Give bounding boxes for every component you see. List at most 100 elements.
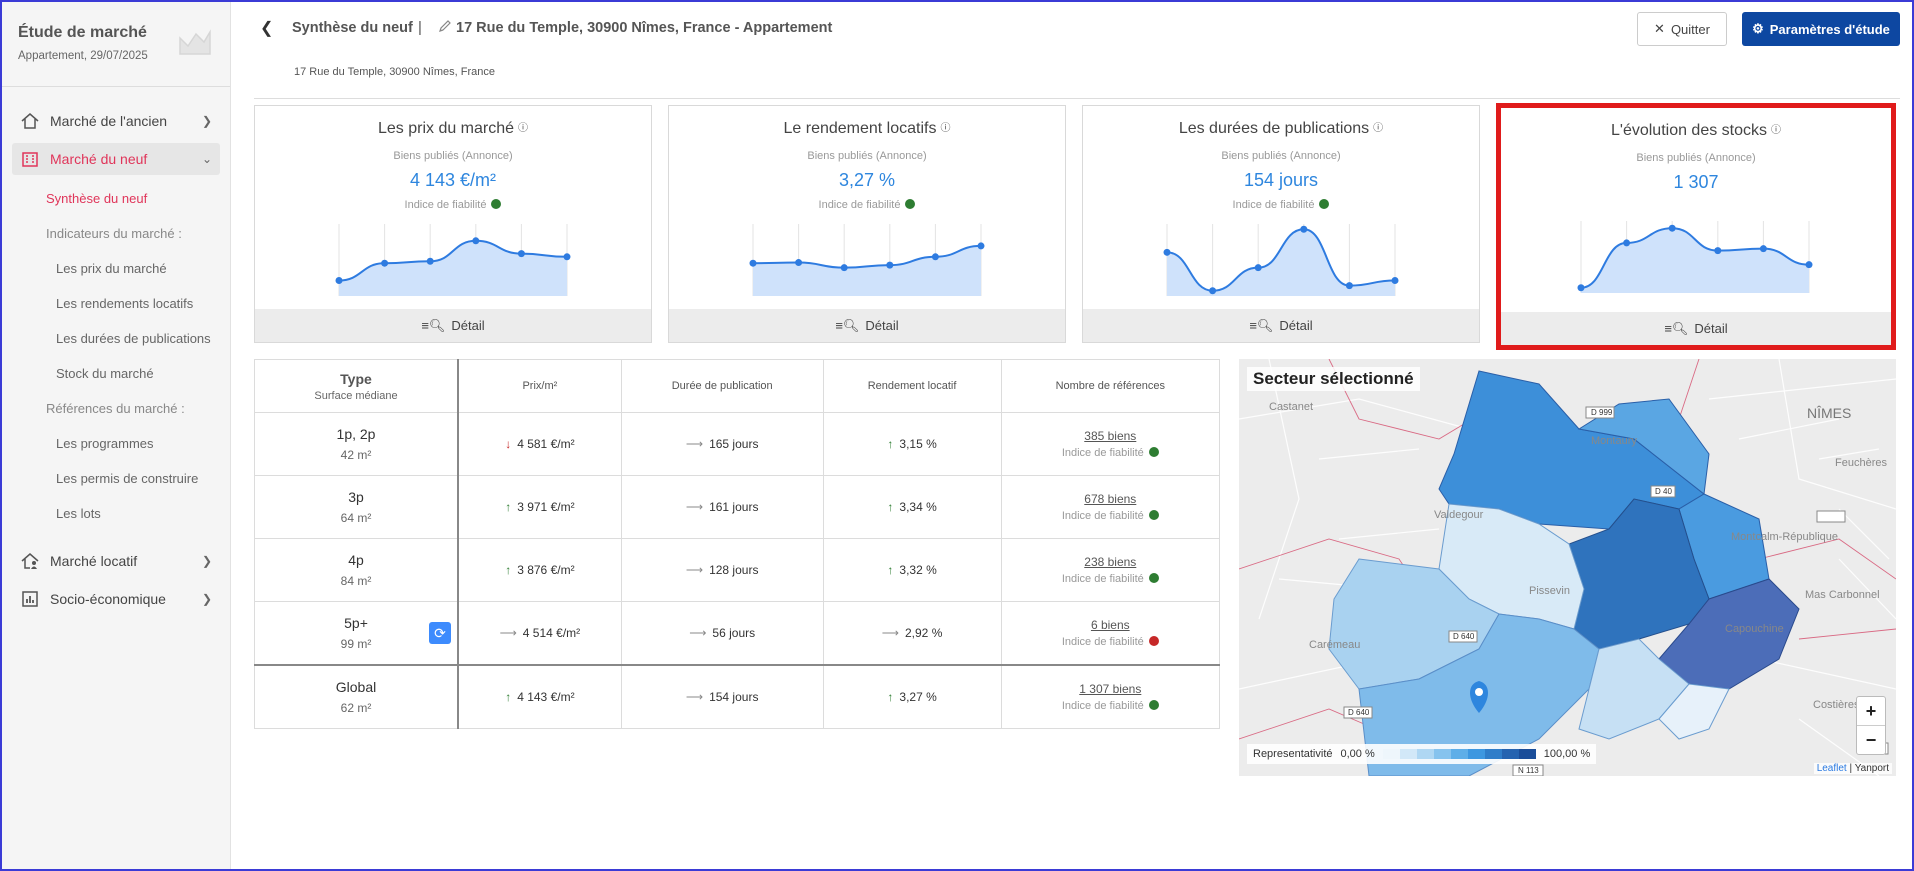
legend-color-scale: [1382, 749, 1536, 759]
arrow-right-icon: ⟶: [689, 626, 707, 640]
sparkline-point: [1300, 225, 1308, 233]
nav-label: Marché de l'ancien: [50, 113, 168, 129]
col-rendement: Rendement locatif: [822, 359, 1002, 413]
nav-marche-locatif[interactable]: Marché locatif ❯: [12, 545, 220, 577]
rendement-cell: ↑ 3,32 %: [822, 538, 1002, 602]
sparkline-line: [752, 244, 982, 269]
info-icon[interactable]: ⓘ: [518, 123, 529, 134]
location-marker-icon[interactable]: [1470, 681, 1488, 713]
map-label-montcalm: Montcalm-République: [1731, 531, 1838, 543]
card-subtitle: Biens publiés (Annonce): [1221, 150, 1341, 162]
zoom-in-button[interactable]: +: [1865, 700, 1877, 721]
yanport-credit: Yanport: [1854, 763, 1889, 774]
prix-cell: ⟶ 4 514 €/m²: [457, 601, 622, 666]
arrow-up-icon: ↑: [505, 563, 512, 577]
legend-label: Representativité: [1253, 748, 1333, 760]
map-label-feucheres: Feuchères: [1835, 457, 1887, 469]
refs-link[interactable]: 1 307 biens: [1079, 682, 1142, 696]
map-label-mascarbonnel: Mas Carbonnel: [1805, 589, 1880, 601]
prix-cell: ↑ 4 143 €/m²: [457, 664, 622, 729]
sparkline-point: [1759, 245, 1767, 253]
kpi-card-rendement: Le rendement locatifs ⓘ Biens publiés (An…: [668, 105, 1066, 343]
nav-rendements-locatifs[interactable]: Les rendements locatifs: [56, 296, 194, 311]
nav-label: Marché locatif: [50, 553, 138, 569]
arrow-right-icon: ⟶: [685, 563, 704, 577]
map-label-costieres: Costières: [1813, 699, 1860, 711]
sparkline-chart: [335, 224, 571, 296]
card-subtitle: Biens publiés (Annonce): [1636, 152, 1756, 164]
card-value: 4 143 €/m²: [409, 170, 497, 190]
detail-search-icon: ≡🔍︎: [835, 317, 860, 333]
synthesis-table: Type Surface médiane Prix/m² Durée de pub…: [254, 359, 1221, 729]
nav-socio-economique[interactable]: Socio-économique ❯: [12, 583, 220, 615]
refs-link[interactable]: 6 biens: [1090, 618, 1130, 632]
map-label-caremeau: Carémeau: [1309, 639, 1361, 651]
card-value: 154 jours: [1243, 170, 1319, 190]
refs-link[interactable]: 385 biens: [1084, 429, 1137, 443]
duree-cell: ⟶ 56 jours: [620, 601, 824, 666]
sparkline-point: [472, 237, 480, 245]
reliability-dot: [1319, 199, 1330, 209]
road-label: D 640: [1453, 632, 1475, 641]
sector-map[interactable]: NÎMES Castanet Montaury Valdegour Pissev…: [1239, 359, 1896, 776]
leaflet-link[interactable]: Leaflet: [1816, 763, 1847, 774]
refs-cell: 238 biens Indice de fiabilité: [1000, 538, 1221, 602]
refs-cell: 1 307 biens Indice de fiabilité: [1000, 664, 1221, 729]
detail-button[interactable]: ≡🔍︎ Détail: [1501, 312, 1891, 345]
nav-stock-marche[interactable]: Stock du marché: [56, 366, 154, 381]
sparkline-point: [931, 253, 939, 261]
sparkline-area: [1167, 229, 1395, 296]
study-settings-button[interactable]: ⚙ Paramètres d'étude: [1742, 12, 1900, 46]
edit-icon[interactable]: [438, 19, 452, 33]
sparkline-point: [749, 259, 757, 267]
house-icon: [20, 111, 40, 131]
nav-durees-publications[interactable]: Les durées de publications: [56, 331, 211, 346]
legend-max: 100,00 %: [1543, 748, 1591, 760]
detail-button[interactable]: ≡🔍︎ Détail: [669, 309, 1065, 342]
info-icon[interactable]: ⓘ: [1771, 125, 1782, 136]
nav-synthese-neuf[interactable]: Synthèse du neuf: [46, 191, 148, 206]
detail-button[interactable]: ≡🔍︎ Détail: [1083, 309, 1479, 342]
nav-permis-construire[interactable]: Les permis de construire: [56, 471, 199, 486]
refresh-icon[interactable]: ⟳: [429, 622, 451, 644]
map-canvas[interactable]: [1239, 359, 1896, 776]
rendement-cell: ↑ 3,27 %: [822, 664, 1002, 729]
road-label: D 640: [1348, 708, 1370, 717]
refs-link[interactable]: 678 biens: [1084, 492, 1137, 506]
zoom-out-button[interactable]: −: [1857, 725, 1885, 754]
sparkline-point: [1391, 276, 1399, 284]
study-subtitle: Appartement, 29/07/2025: [18, 50, 148, 62]
chevron-right-icon: ❯: [201, 114, 212, 128]
table-row: 3p 64 m² ↑ 3 971 €/m² ⟶ 161 jours ↑ 3,34 % 6…: [254, 475, 1221, 539]
close-icon: ✕: [1654, 21, 1665, 36]
type-cell: 1p, 2p 42 m²: [254, 412, 459, 476]
nav-marche-neuf[interactable]: Marché du neuf ⌄: [12, 143, 220, 175]
road-label: D 40: [1655, 487, 1672, 496]
sparkline-point: [1714, 247, 1722, 255]
sparkline-point: [1163, 248, 1171, 256]
detail-button[interactable]: ≡🔍︎ Détail: [255, 309, 651, 342]
chart-logo-icon: [179, 29, 211, 55]
info-icon[interactable]: ⓘ: [1373, 123, 1384, 134]
arrow-right-icon: ⟶: [499, 626, 517, 640]
type-cell: 5p+ 99 m² ⟳: [254, 601, 459, 666]
nav-lots[interactable]: Les lots: [56, 506, 101, 521]
map-label-castanet: Castanet: [1269, 401, 1314, 413]
nav-marche-ancien[interactable]: Marché de l'ancien ❯: [12, 105, 220, 137]
breadcrumb-separator: |: [418, 19, 422, 36]
study-title: Étude de marché: [18, 24, 147, 41]
table-row-global: Global 62 m² ↑ 4 143 €/m² ⟶ 154 jours ↑ 3,27…: [254, 664, 1221, 729]
nav-programmes[interactable]: Les programmes: [56, 436, 154, 451]
type-cell: 3p 64 m²: [254, 475, 459, 539]
sparkline-point: [1254, 264, 1262, 272]
map-label-montaury: Montaury: [1591, 435, 1637, 447]
sparkline-area: [753, 245, 981, 296]
nav-prix-marche[interactable]: Les prix du marché: [56, 261, 167, 276]
quit-button[interactable]: ✕ Quitter: [1637, 12, 1727, 46]
property-title: 17 Rue du Temple, 30900 Nîmes, France - …: [456, 20, 833, 36]
back-arrow-icon[interactable]: ❮: [260, 20, 274, 37]
sidebar: Étude de marché Appartement, 29/07/2025 …: [2, 2, 231, 869]
info-icon[interactable]: ⓘ: [940, 123, 951, 134]
refs-link[interactable]: 238 biens: [1084, 555, 1137, 569]
arrow-up-icon: ↑: [887, 437, 894, 451]
